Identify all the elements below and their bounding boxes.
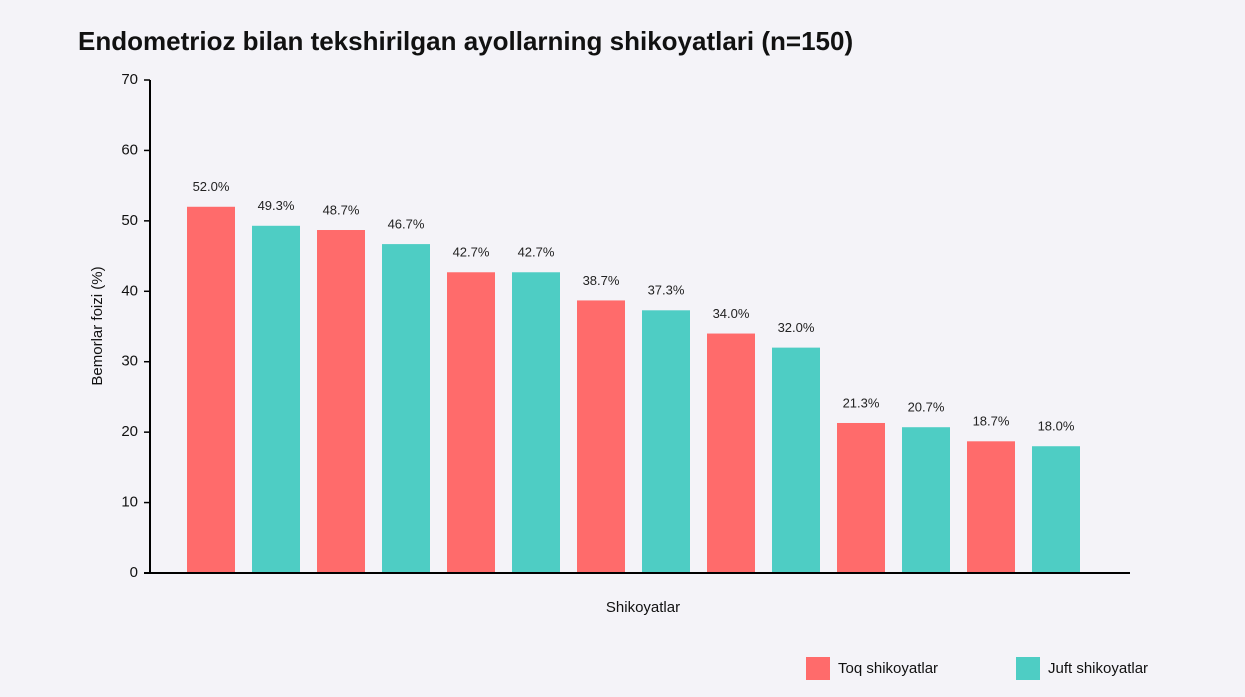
bar <box>967 441 1015 573</box>
bar <box>512 272 560 573</box>
bar <box>447 272 495 573</box>
value-label: 42.7% <box>518 245 555 260</box>
value-label: 46.7% <box>388 217 425 232</box>
y-tick-label: 60 <box>121 141 138 158</box>
y-tick-label: 10 <box>121 494 138 511</box>
bar <box>382 244 430 573</box>
y-tick-label: 30 <box>121 353 138 370</box>
value-label: 18.7% <box>973 414 1010 429</box>
bar <box>1032 446 1080 573</box>
bar <box>642 310 690 573</box>
x-axis-label: Shikoyatlar <box>606 599 680 616</box>
legend-swatch <box>806 657 830 680</box>
y-tick-label: 40 <box>121 282 138 299</box>
value-label: 34.0% <box>713 306 750 321</box>
bar <box>902 427 950 573</box>
y-tick-label: 70 <box>121 71 138 88</box>
bar <box>187 206 235 573</box>
chart-title: Endometrioz bilan tekshirilgan ayollarni… <box>78 26 853 56</box>
bar <box>837 422 885 573</box>
value-label: 42.7% <box>453 245 490 260</box>
bar <box>772 347 820 573</box>
value-label: 20.7% <box>908 400 945 415</box>
value-label: 49.3% <box>258 198 295 213</box>
value-label: 52.0% <box>193 179 230 194</box>
bar <box>707 333 755 573</box>
value-label: 37.3% <box>648 283 685 298</box>
value-label: 18.0% <box>1038 419 1075 434</box>
y-tick-label: 0 <box>130 564 138 581</box>
legend-label: Toq shikoyatlar <box>838 660 938 677</box>
legend-swatch <box>1016 657 1040 680</box>
value-label: 21.3% <box>843 395 880 410</box>
bar <box>317 230 365 573</box>
value-label: 48.7% <box>323 202 360 217</box>
bar <box>252 225 300 573</box>
y-tick-label: 50 <box>121 212 138 229</box>
value-label: 32.0% <box>778 320 815 335</box>
legend-label: Juft shikoyatlar <box>1048 660 1148 677</box>
value-label: 38.7% <box>583 273 620 288</box>
y-tick-label: 20 <box>121 423 138 440</box>
y-axis-label: Bemorlar foizi (%) <box>89 266 106 385</box>
bar <box>577 300 625 573</box>
